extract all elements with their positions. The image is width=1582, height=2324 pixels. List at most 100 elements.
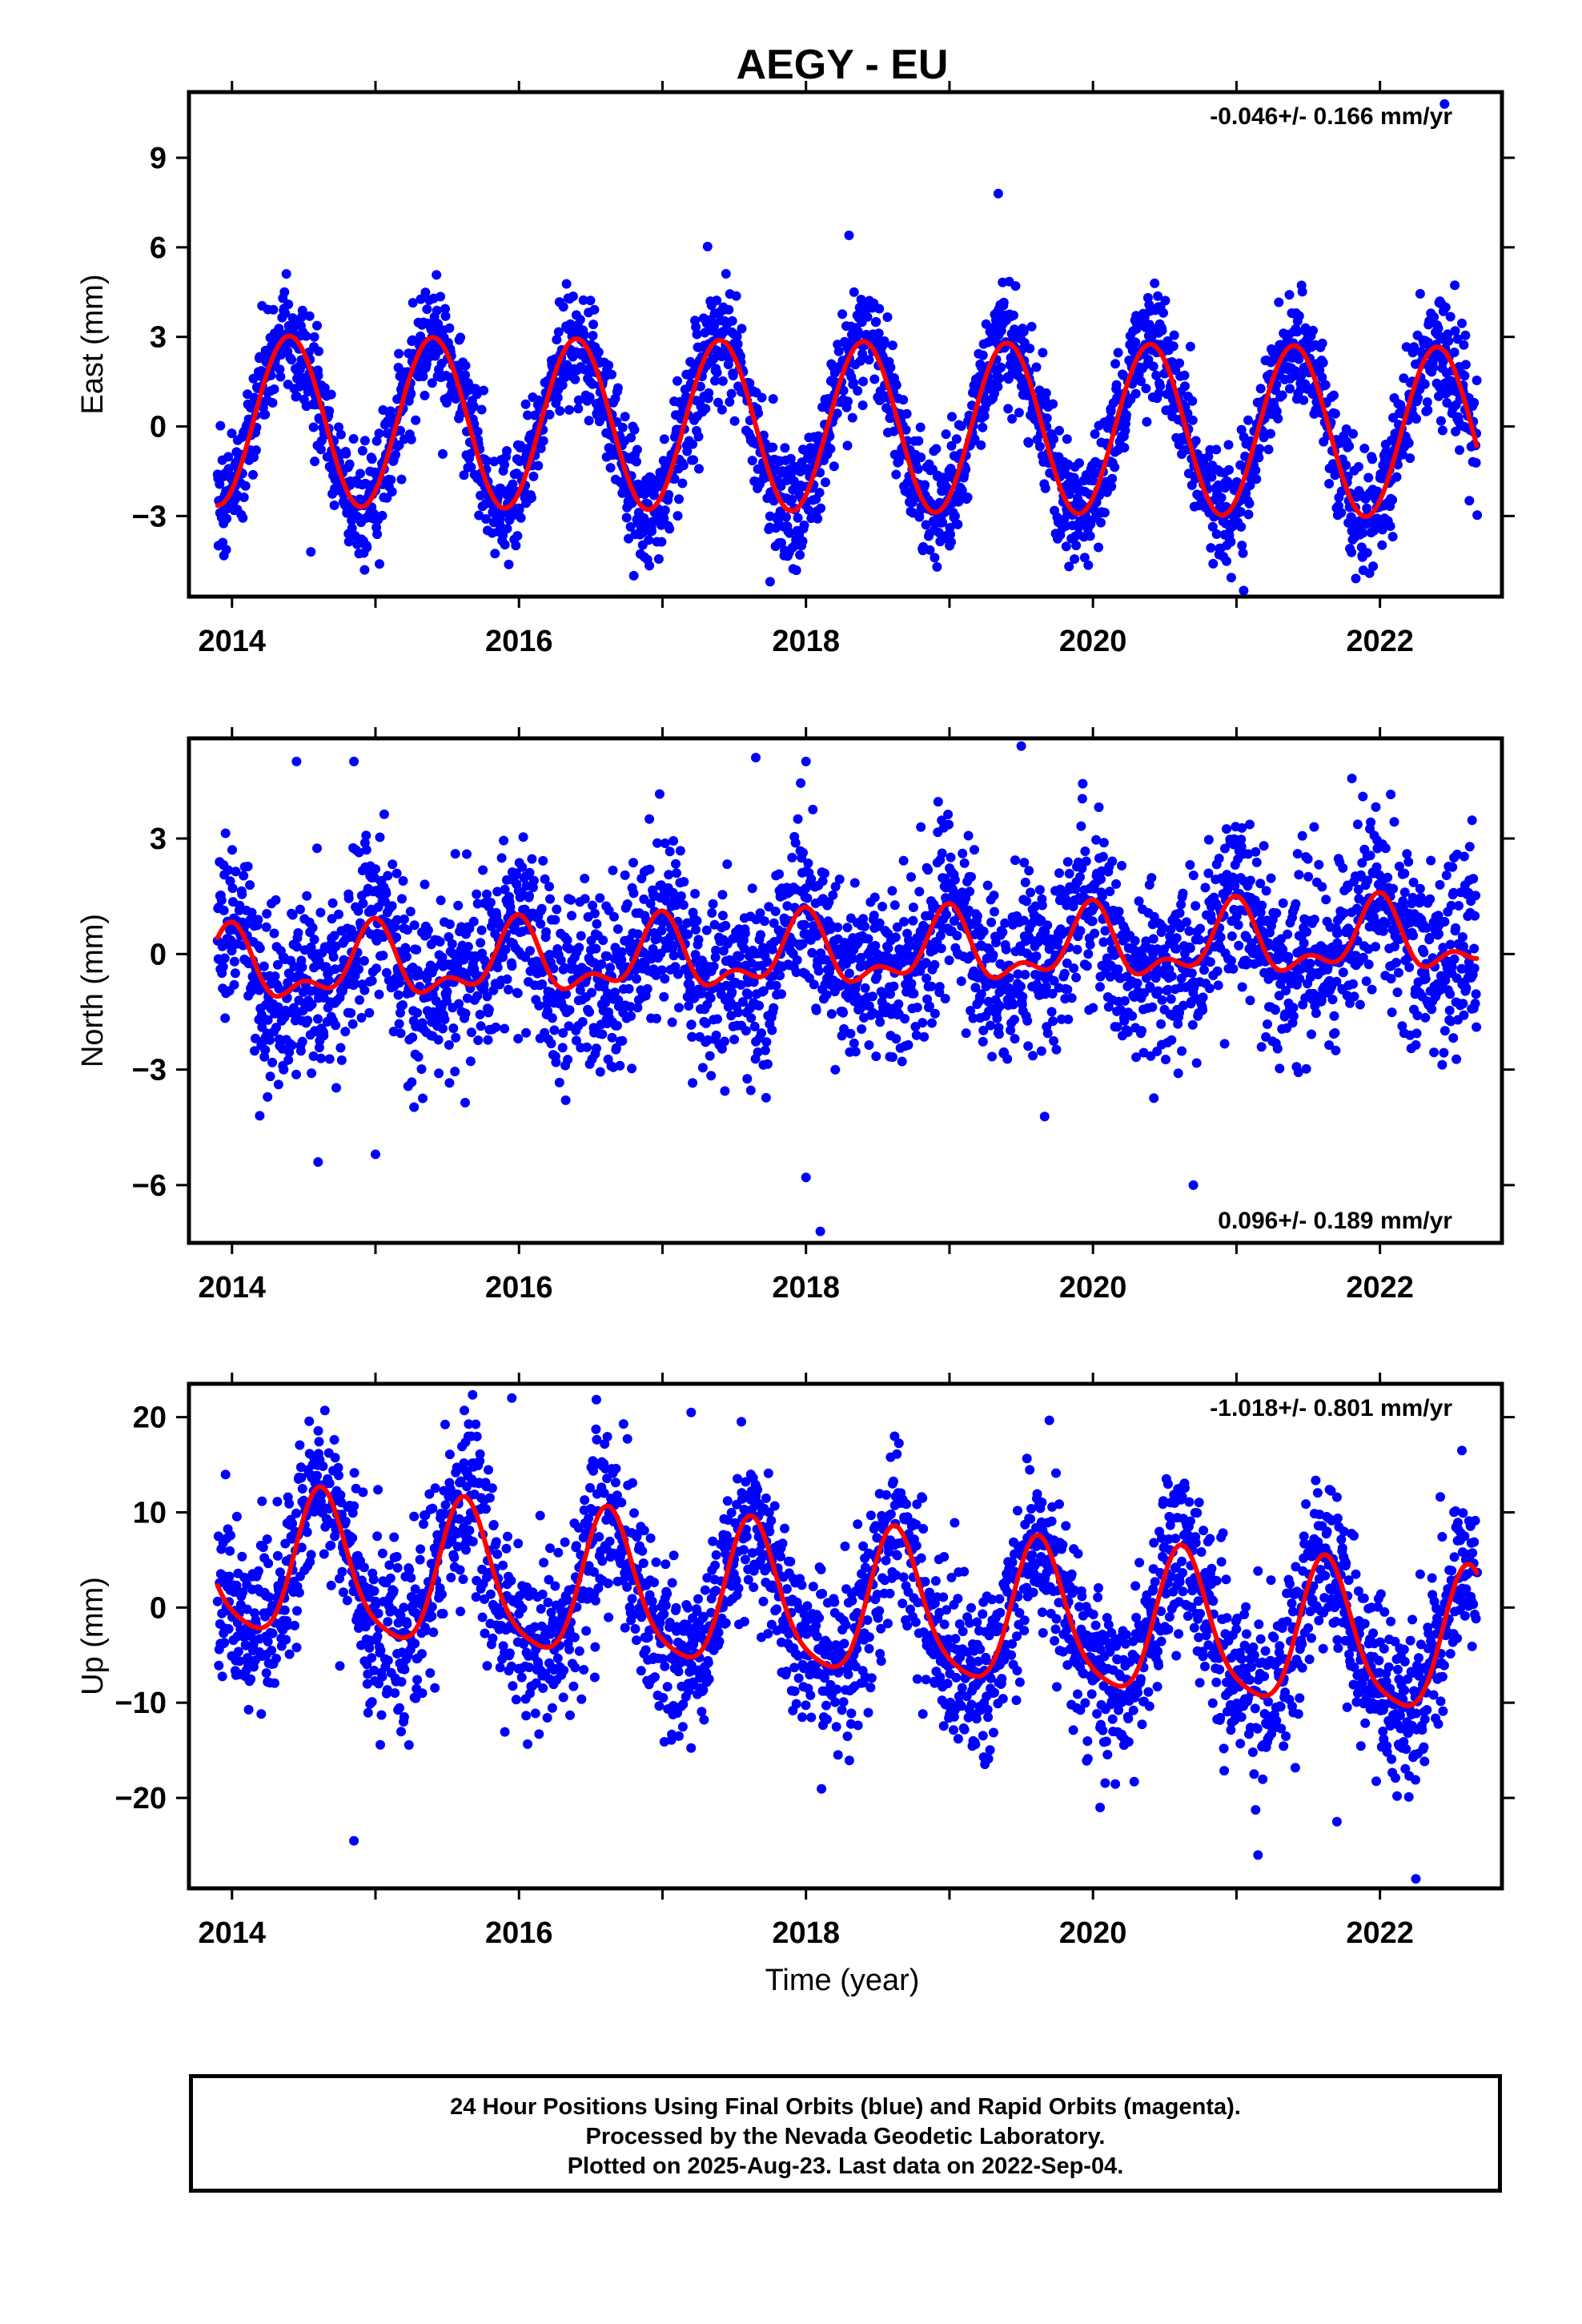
north-data-point: [1015, 981, 1026, 991]
north-data-point: [903, 1039, 913, 1050]
north-data-point: [998, 927, 1008, 938]
north-data-point: [826, 1009, 837, 1019]
east-data-point: [481, 514, 491, 524]
north-data-point: [769, 1003, 779, 1013]
east-data-point: [427, 378, 437, 388]
east-data-point: [1223, 440, 1234, 450]
east-data-point: [643, 499, 653, 509]
east-data-point: [1284, 290, 1295, 300]
north-data-point: [442, 987, 452, 997]
east-data-point: [301, 331, 311, 341]
north-data-point: [528, 875, 539, 886]
east-data-point: [882, 312, 893, 322]
north-data-point: [917, 1018, 928, 1028]
east-data-point: [1040, 483, 1050, 493]
east-data-point: [1226, 537, 1236, 547]
north-data-point: [521, 1027, 532, 1038]
east-data-point: [776, 481, 786, 491]
east-data-point: [1007, 414, 1018, 424]
north-data-point: [218, 962, 228, 972]
north-data-point: [412, 944, 422, 955]
north-data-point: [255, 1111, 265, 1121]
north-data-point: [956, 976, 966, 987]
east-data-point: [1385, 521, 1395, 531]
north-data-point: [334, 909, 343, 919]
east-data-point: [552, 335, 562, 345]
east-data-point: [632, 456, 641, 467]
east-data-point: [1150, 278, 1160, 288]
east-data-point: [1034, 441, 1045, 452]
north-data-point: [273, 1080, 283, 1090]
east-data-point: [359, 565, 370, 575]
east-data-point: [913, 436, 924, 446]
east-data-point: [712, 368, 722, 378]
north-data-point: [563, 1055, 573, 1065]
east-data-point: [357, 445, 367, 456]
east-data-point: [726, 388, 737, 399]
east-data-point: [1226, 573, 1236, 583]
north-data-point: [245, 880, 255, 891]
north-data-point: [1113, 964, 1123, 975]
east-data-point: [981, 319, 991, 329]
east-data-point: [747, 456, 757, 466]
east-data-point: [1106, 481, 1117, 492]
east-data-point: [665, 524, 675, 534]
north-data-point: [1098, 838, 1109, 848]
east-data-point: [459, 470, 469, 480]
east-data-point: [1107, 473, 1118, 484]
east-data-point: [674, 494, 684, 505]
north-data-point: [413, 1051, 424, 1062]
north-data-point: [536, 903, 547, 914]
north-data-point: [1048, 1016, 1058, 1027]
east-data-point: [1142, 416, 1152, 427]
east-data-point: [787, 494, 797, 505]
east-data-point: [1071, 541, 1082, 551]
north-data-point: [418, 1093, 428, 1104]
north-data-point: [708, 899, 718, 909]
east-data-point: [312, 320, 322, 331]
north-data-point: [591, 1043, 601, 1054]
north-data-point: [607, 1032, 617, 1043]
north-data-point: [567, 911, 576, 921]
east-data-point: [268, 304, 279, 315]
east-data-point: [725, 396, 735, 407]
north-data-point: [914, 887, 925, 897]
north-data-point: [908, 915, 918, 926]
north-data-point: [596, 959, 607, 969]
east-data-point: [653, 554, 664, 564]
east-data-point: [1457, 318, 1467, 328]
east-data-point: [941, 429, 951, 440]
north-data-point: [756, 930, 765, 940]
north-data-point: [693, 935, 704, 945]
north-data-point: [1098, 851, 1108, 862]
north-data-point: [381, 888, 391, 899]
east-data-point: [1023, 438, 1034, 448]
east-data-point: [482, 456, 492, 466]
east-data-point: [673, 376, 682, 386]
east-data-point: [1353, 461, 1363, 472]
north-data-point: [690, 889, 701, 899]
east-data-point: [718, 327, 729, 337]
east-data-point: [605, 463, 616, 473]
north-data-point: [679, 877, 689, 887]
north-data-point: [787, 852, 797, 862]
east-data-point: [768, 442, 778, 452]
north-data-point: [297, 1036, 307, 1047]
east-data-point: [1391, 472, 1402, 482]
east-data-point: [695, 381, 705, 392]
north-data-point: [906, 979, 917, 989]
east-data-point: [1330, 408, 1340, 419]
east-data-point: [1106, 406, 1116, 416]
north-data-point: [267, 1057, 278, 1068]
north-data-point: [691, 924, 701, 935]
east-outlier-point: [993, 188, 1003, 199]
north-data-point: [346, 1008, 356, 1018]
east-data-point: [781, 512, 791, 522]
east-data-point: [970, 434, 980, 444]
north-data-point: [743, 990, 753, 999]
east-data-point: [920, 480, 930, 490]
east-data-point: [502, 524, 512, 534]
north-data-point: [893, 999, 904, 1009]
north-data-point: [1022, 896, 1032, 907]
